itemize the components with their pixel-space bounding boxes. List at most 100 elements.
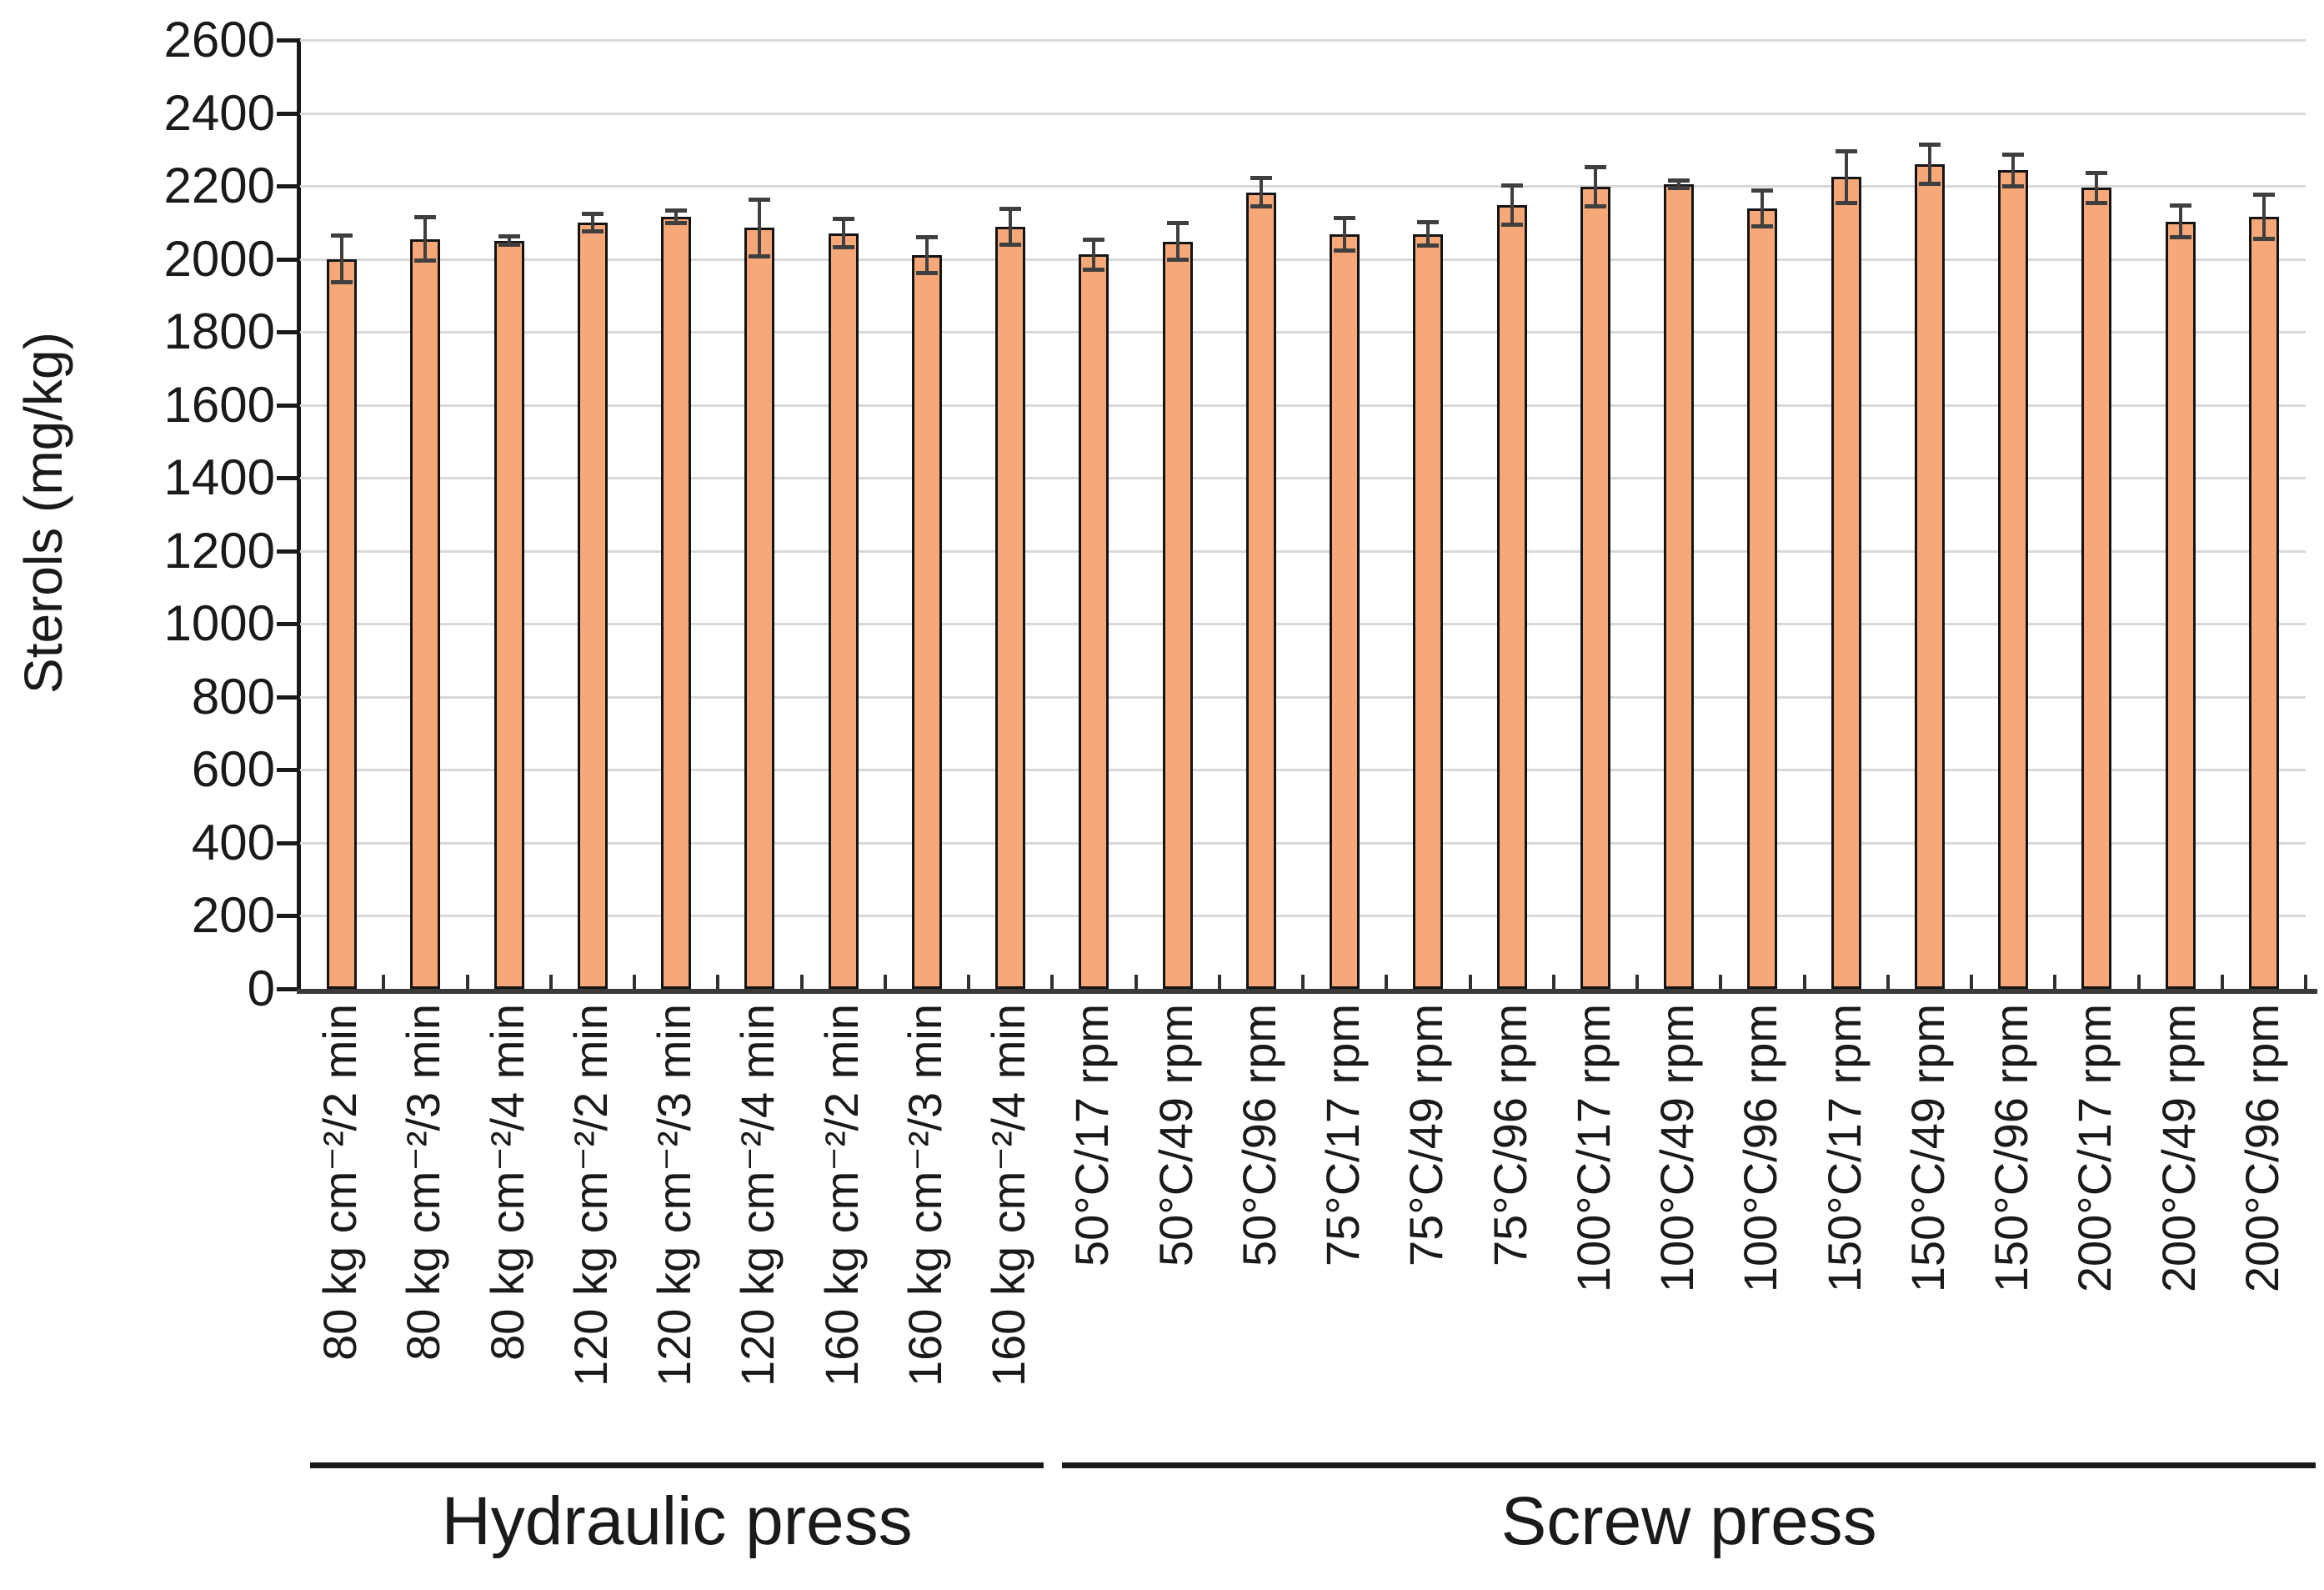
error-bar-cap-top (2169, 203, 2191, 208)
y-axis-tick-label: 1600 (163, 376, 275, 433)
error-bar-cap-top (1835, 148, 1857, 153)
y-axis-tick (277, 38, 298, 43)
bar (327, 258, 358, 989)
x-category-label: 100°C/96 rpm (1734, 1004, 1787, 1293)
error-bar-cap-top (1751, 188, 1774, 193)
y-axis-tick-label: 2600 (163, 12, 275, 68)
x-category-label: 75°C/96 rpm (1483, 1004, 1536, 1266)
error-bar-stem (924, 237, 929, 274)
x-axis-tick (2136, 975, 2141, 989)
error-bar-cap-bottom (1668, 186, 1690, 191)
x-category-label: 160 kg cm⁻²/4 min (982, 1004, 1035, 1387)
error-bar-stem (1426, 222, 1430, 247)
x-axis-tick (1551, 975, 1555, 989)
x-axis-tick (1217, 975, 1221, 989)
y-axis-tick (277, 914, 298, 919)
y-axis-tick (277, 695, 298, 700)
bar (410, 238, 441, 989)
error-bar-stem (1510, 184, 1514, 225)
bar (2081, 188, 2112, 989)
error-bar-cap-bottom (498, 242, 520, 247)
error-bar-stem (423, 217, 428, 261)
error-bar-cap-bottom (1166, 258, 1189, 263)
error-bar-cap-bottom (1083, 267, 1105, 272)
group-label: Hydraulic press (441, 1483, 913, 1559)
bar (577, 222, 608, 989)
x-axis-tick (548, 975, 553, 989)
bar (744, 228, 775, 989)
x-axis-tick (883, 975, 887, 989)
error-bar-stem (1009, 208, 1013, 245)
error-bar-cap-bottom (832, 245, 854, 250)
error-bar-cap-bottom (2169, 235, 2191, 240)
x-axis-tick (1134, 975, 1138, 989)
error-bar-cap-bottom (1918, 181, 1941, 186)
x-axis-tick (465, 975, 469, 989)
x-category-labels: 80 kg cm⁻²/2 min 80 kg cm⁻²/3 min 80 kg cm… (300, 1004, 2306, 1504)
error-bar-cap-bottom (1417, 243, 1440, 248)
y-axis-tick (277, 184, 298, 189)
bar (828, 233, 859, 989)
x-axis-tick (1719, 975, 1723, 989)
x-axis-tick (2053, 975, 2057, 989)
error-bar-cap-top (331, 233, 353, 238)
x-category-label: 160 kg cm⁻²/3 min (898, 1004, 951, 1387)
error-bar-stem (590, 213, 594, 232)
x-category-label: 120 kg cm⁻²/2 min (563, 1004, 617, 1387)
x-axis-tick (2220, 975, 2224, 989)
error-bar-stem (758, 199, 762, 257)
x-axis-line (297, 989, 2317, 994)
bar (2248, 217, 2279, 989)
y-axis-tick (277, 768, 298, 773)
gridline (300, 623, 2306, 626)
x-category-label: 160 kg cm⁻²/2 min (814, 1004, 868, 1387)
error-bar-stem (1761, 190, 1765, 228)
gridline (300, 549, 2306, 553)
x-category-label: 75°C/49 rpm (1400, 1004, 1453, 1266)
error-bar-stem (2095, 172, 2099, 203)
y-axis-tick-label: 1400 (163, 449, 275, 506)
y-axis-tick (277, 111, 298, 116)
bar (1914, 163, 1945, 989)
error-bar-stem (1593, 166, 1597, 208)
error-bar-cap-bottom (915, 271, 938, 276)
error-bar-cap-top (1250, 176, 1272, 181)
gridline (300, 841, 2306, 845)
error-bar-stem (2011, 153, 2016, 187)
error-bar-cap-bottom (2252, 237, 2275, 242)
gridline (300, 695, 2306, 699)
error-bar-cap-bottom (1584, 204, 1606, 209)
y-axis-tick-label: 2000 (163, 230, 275, 287)
bar (493, 240, 524, 989)
y-axis-tick (277, 476, 298, 481)
x-axis-tick (382, 975, 386, 989)
error-bar-cap-bottom (581, 228, 604, 233)
error-bar-cap-top (1918, 142, 1941, 147)
bar (1747, 208, 1778, 989)
y-axis-tick-label: 400 (191, 814, 275, 870)
error-bar-cap-top (915, 235, 938, 240)
error-bar-cap-top (999, 207, 1022, 212)
bar (1664, 183, 1695, 989)
error-bar-cap-top (1584, 164, 1606, 169)
x-category-label: 100°C/17 rpm (1566, 1004, 1620, 1293)
gridline (300, 769, 2306, 772)
error-bar-stem (2178, 204, 2182, 238)
x-category-label: 80 kg cm⁻²/4 min (480, 1004, 533, 1361)
x-category-label: 200°C/17 rpm (2068, 1004, 2121, 1293)
error-bar-cap-bottom (1500, 222, 1523, 227)
gridline (300, 915, 2306, 918)
bar (1162, 241, 1193, 989)
bar (1330, 233, 1360, 989)
error-bar-cap-top (1083, 237, 1105, 242)
x-axis-tick (799, 975, 804, 989)
gridline (300, 39, 2306, 42)
gridline (300, 331, 2306, 334)
error-bar-cap-bottom (749, 253, 771, 258)
gridline (300, 477, 2306, 480)
error-bar-cap-top (414, 215, 437, 220)
error-bar-cap-top (1500, 183, 1523, 188)
error-bar-cap-top (2086, 170, 2108, 175)
error-bar-cap-bottom (414, 258, 437, 263)
